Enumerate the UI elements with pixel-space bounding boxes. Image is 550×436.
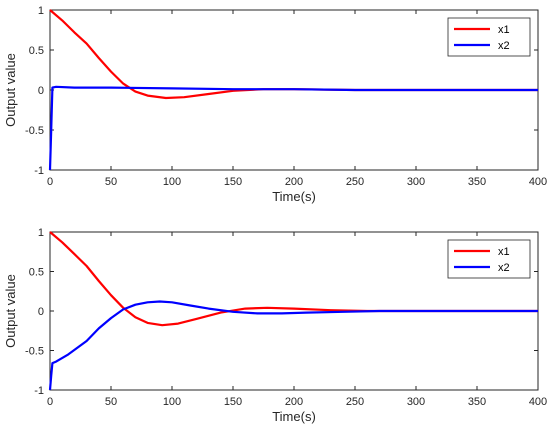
y-tick-label: -1 xyxy=(34,385,44,397)
series-line-x2 xyxy=(48,85,538,171)
legend-label-x2: x2 xyxy=(498,262,510,274)
x-tick-label: 100 xyxy=(163,396,181,408)
y-tick-label: -0.5 xyxy=(25,346,44,358)
x-tick-label: 200 xyxy=(285,176,303,188)
x-tick-label: 150 xyxy=(224,396,242,408)
y-tick-label: 0 xyxy=(38,306,44,318)
chart-panel-1: 0 50 100 150 200 250 300 350 400 -1 -0.5 0 0.5 1 Time(… xyxy=(3,5,547,204)
series-line-x2 xyxy=(48,300,538,391)
series-line-x1 xyxy=(49,231,538,327)
chart-panel-2: 0 50 100 150 200 250 300 350 400 -1 -0.5 0 0.5 1 Time(… xyxy=(3,227,547,424)
x-tick-label: 300 xyxy=(407,396,425,408)
legend-label-x1: x1 xyxy=(498,246,510,258)
x-tick-label: 0 xyxy=(47,396,53,408)
x-axis-label: Time(s) xyxy=(272,189,316,204)
x-tick-label: 50 xyxy=(105,396,117,408)
x-tick-label: 350 xyxy=(468,176,486,188)
y-tick-label: 0.5 xyxy=(29,45,44,57)
y-axis-label: Output value xyxy=(3,274,18,348)
legend-label-x1: x1 xyxy=(498,24,510,36)
x-tick-label: 250 xyxy=(346,176,364,188)
x-tick-label: 200 xyxy=(285,396,303,408)
x-tick-label: 0 xyxy=(47,176,53,188)
legend-box xyxy=(447,17,531,57)
y-tick-label: 1 xyxy=(38,5,44,17)
x-tick-label: 350 xyxy=(468,396,486,408)
y-tick-label: -0.5 xyxy=(25,125,44,137)
y-tick-label: -1 xyxy=(34,165,44,177)
legend-box xyxy=(447,239,531,279)
x-tick-label: 400 xyxy=(529,396,547,408)
x-tick-label: 50 xyxy=(105,176,117,188)
x-tick-label: 300 xyxy=(407,176,425,188)
legend-label-x2: x2 xyxy=(498,40,510,52)
x-axis-label: Time(s) xyxy=(272,409,316,424)
y-tick-label: 0 xyxy=(38,85,44,97)
x-tick-label: 100 xyxy=(163,176,181,188)
x-tick-label: 250 xyxy=(346,396,364,408)
y-tick-label: 1 xyxy=(38,227,44,239)
y-tick-label: 0.5 xyxy=(29,267,44,279)
x-tick-label: 150 xyxy=(224,176,242,188)
x-tick-label: 400 xyxy=(529,176,547,188)
y-axis-label: Output value xyxy=(3,53,18,127)
